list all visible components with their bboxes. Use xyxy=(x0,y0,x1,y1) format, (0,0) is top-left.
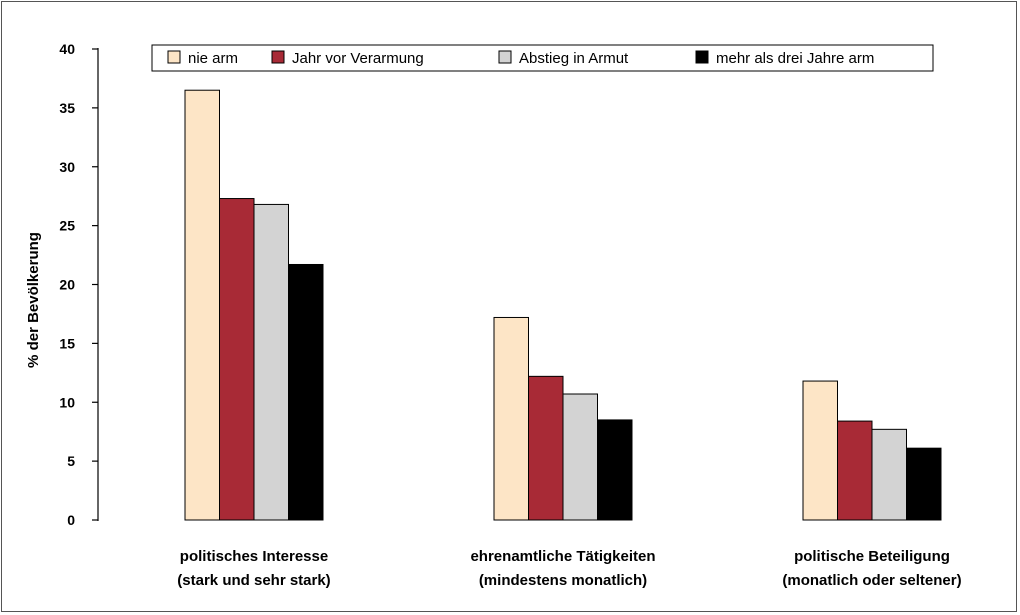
legend-swatch xyxy=(695,50,709,64)
legend-swatch xyxy=(271,50,285,64)
legend: nie arm Jahr vor Verarmung Abstieg in Armu… xyxy=(151,44,934,72)
x-category-label: (stark und sehr stark) xyxy=(177,572,330,589)
x-category-label: politisches Interesse xyxy=(180,548,328,565)
bar xyxy=(562,393,598,521)
x-category-label: (mindestens monatlich) xyxy=(479,572,647,589)
bar xyxy=(219,198,255,521)
y-axis-ticks: 0 5 10 15 20 25 30 35 40 xyxy=(59,41,98,528)
bar xyxy=(871,428,907,521)
y-tick-label: 35 xyxy=(59,100,75,116)
y-tick-label: 0 xyxy=(67,512,75,528)
legend-swatch xyxy=(167,50,181,64)
y-axis-label: % der Bevölkerung xyxy=(25,232,42,368)
x-category-label: politische Beteiligung xyxy=(794,548,950,565)
x-axis-category-labels: politisches Interesse (stark und sehr sta… xyxy=(177,548,961,589)
legend-label: mehr als drei Jahre arm xyxy=(716,50,874,67)
bar xyxy=(253,203,289,521)
bar xyxy=(288,263,324,521)
y-tick-label: 30 xyxy=(59,159,75,175)
legend-label: Jahr vor Verarmung xyxy=(292,50,424,67)
y-tick-label: 25 xyxy=(59,218,75,234)
legend-label: nie arm xyxy=(188,50,238,67)
bar xyxy=(837,420,873,521)
legend-label: Abstieg in Armut xyxy=(519,50,629,67)
y-tick-label: 5 xyxy=(67,453,75,469)
y-tick-label: 15 xyxy=(59,335,75,351)
bar xyxy=(493,316,529,521)
legend-swatch xyxy=(498,50,512,64)
x-category-label: ehrenamtliche Tätigkeiten xyxy=(470,548,655,565)
bar xyxy=(184,89,220,521)
bar-series xyxy=(184,89,942,521)
x-category-label: (monatlich oder seltener) xyxy=(782,572,961,589)
y-tick-label: 40 xyxy=(59,41,75,57)
bar xyxy=(802,380,838,521)
bar xyxy=(528,375,564,521)
y-tick-label: 10 xyxy=(59,394,75,410)
bar xyxy=(597,419,633,521)
y-tick-label: 20 xyxy=(59,277,75,293)
bar xyxy=(906,447,942,521)
